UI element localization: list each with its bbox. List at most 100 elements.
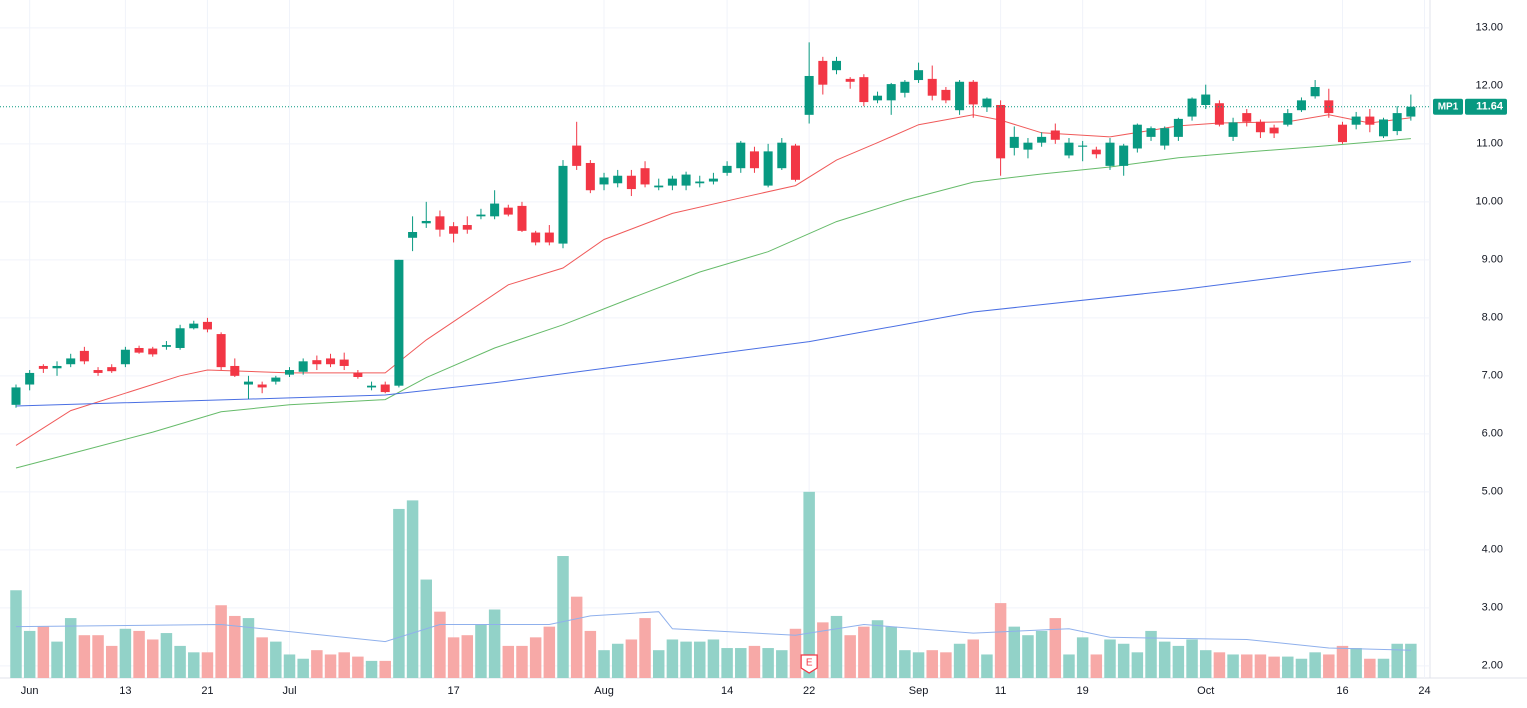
candle-body: [449, 226, 459, 234]
candle-body: [831, 60, 842, 71]
candle-body: [52, 365, 62, 369]
candle-body: [790, 145, 800, 180]
volume-bar: [297, 658, 309, 678]
candle-body: [1310, 86, 1320, 97]
volume-bar: [776, 650, 788, 678]
moving-average-line: [15, 138, 1411, 469]
volume-bar: [51, 641, 63, 678]
candle-body: [1242, 113, 1252, 122]
earnings-label: E: [806, 658, 813, 669]
candle-body: [722, 165, 732, 173]
volume-bar: [789, 628, 802, 678]
volume-bar: [803, 491, 815, 678]
candle-body: [367, 385, 377, 388]
volume-bar: [1309, 652, 1321, 678]
volume-bar: [447, 637, 460, 678]
volume-bar: [393, 508, 405, 678]
volume-bar: [926, 650, 938, 678]
volume-bar: [311, 650, 323, 678]
volume-bar: [270, 641, 282, 678]
candle-body: [1132, 124, 1142, 149]
x-tick-label: 22: [803, 685, 815, 697]
volume-bar: [1131, 652, 1144, 678]
candle-body: [271, 377, 281, 382]
volume-bar: [1145, 630, 1157, 678]
candle-body: [1337, 124, 1347, 143]
candle-body: [66, 358, 76, 365]
volume-bar: [64, 618, 77, 678]
x-tick-label: 16: [1336, 685, 1348, 697]
candle-body: [503, 207, 513, 215]
y-tick-label: 3.00: [1482, 602, 1503, 614]
volume-bar: [611, 643, 624, 678]
volume-bar: [1241, 654, 1253, 678]
candle-body: [900, 81, 910, 93]
volume-bar: [174, 645, 186, 678]
candle-body: [558, 165, 568, 244]
volume-bar: [1391, 643, 1403, 678]
candle-body: [462, 225, 472, 230]
candle-body: [435, 216, 445, 230]
candle-body: [941, 89, 951, 101]
candle-body: [681, 174, 691, 186]
candle-body: [394, 259, 404, 386]
y-tick-label: 2.00: [1482, 660, 1503, 672]
candle-body: [1064, 142, 1074, 156]
candle-body: [175, 328, 185, 348]
candle-body: [380, 384, 390, 393]
candle-body: [1296, 100, 1306, 111]
moving-average-line: [15, 611, 1411, 651]
volume-bar: [1323, 654, 1335, 678]
volume-bar: [1295, 658, 1308, 678]
volume-bar: [92, 635, 104, 678]
volume-bar: [666, 639, 679, 678]
candle-body: [544, 232, 554, 243]
symbol-tag: [1433, 98, 1463, 115]
volume-bar: [1254, 654, 1267, 678]
candle-body: [284, 370, 295, 375]
candle-body: [148, 348, 158, 355]
candle-body: [749, 151, 759, 169]
earnings-marker: [800, 654, 818, 674]
volume-bar: [1405, 643, 1417, 678]
volume-bar: [830, 615, 843, 678]
volume-bar: [817, 622, 829, 678]
candle-body: [613, 175, 623, 184]
volume-bar: [283, 654, 296, 678]
candle-body: [695, 181, 705, 184]
volume-bar: [23, 630, 36, 678]
x-tick-label: Oct: [1197, 685, 1214, 697]
candle-body: [585, 162, 595, 191]
candle-body: [25, 372, 35, 385]
volume-bar: [516, 645, 528, 678]
candle-body: [1173, 118, 1183, 137]
volume-bar: [1158, 641, 1171, 678]
volume-bar: [256, 637, 268, 678]
candle-body: [408, 231, 418, 238]
volume-bar: [1213, 652, 1226, 678]
volume-bar: [748, 645, 761, 678]
candle-body: [927, 78, 937, 96]
volume-bar: [570, 596, 583, 678]
volume-bar: [1186, 639, 1198, 678]
volume-bar: [1172, 645, 1185, 678]
volume-bar: [338, 652, 350, 678]
volume-bar: [721, 648, 733, 678]
volume-bar: [1336, 645, 1349, 678]
candle-body: [1201, 94, 1211, 105]
volume-bar: [871, 620, 884, 678]
candle-body: [968, 81, 978, 105]
volume-bar: [475, 624, 487, 678]
candle-body: [708, 178, 718, 182]
y-tick-label: 4.00: [1482, 544, 1503, 556]
y-tick-label: 6.00: [1482, 428, 1503, 440]
volume-bar: [1282, 656, 1294, 678]
candle-body: [79, 350, 89, 362]
moving-average-line: [15, 261, 1411, 407]
symbol-label: MP1: [1438, 101, 1459, 112]
volume-bar: [625, 639, 638, 678]
candle-body: [572, 145, 582, 166]
candle-body: [134, 347, 144, 353]
candle-body: [996, 104, 1006, 159]
